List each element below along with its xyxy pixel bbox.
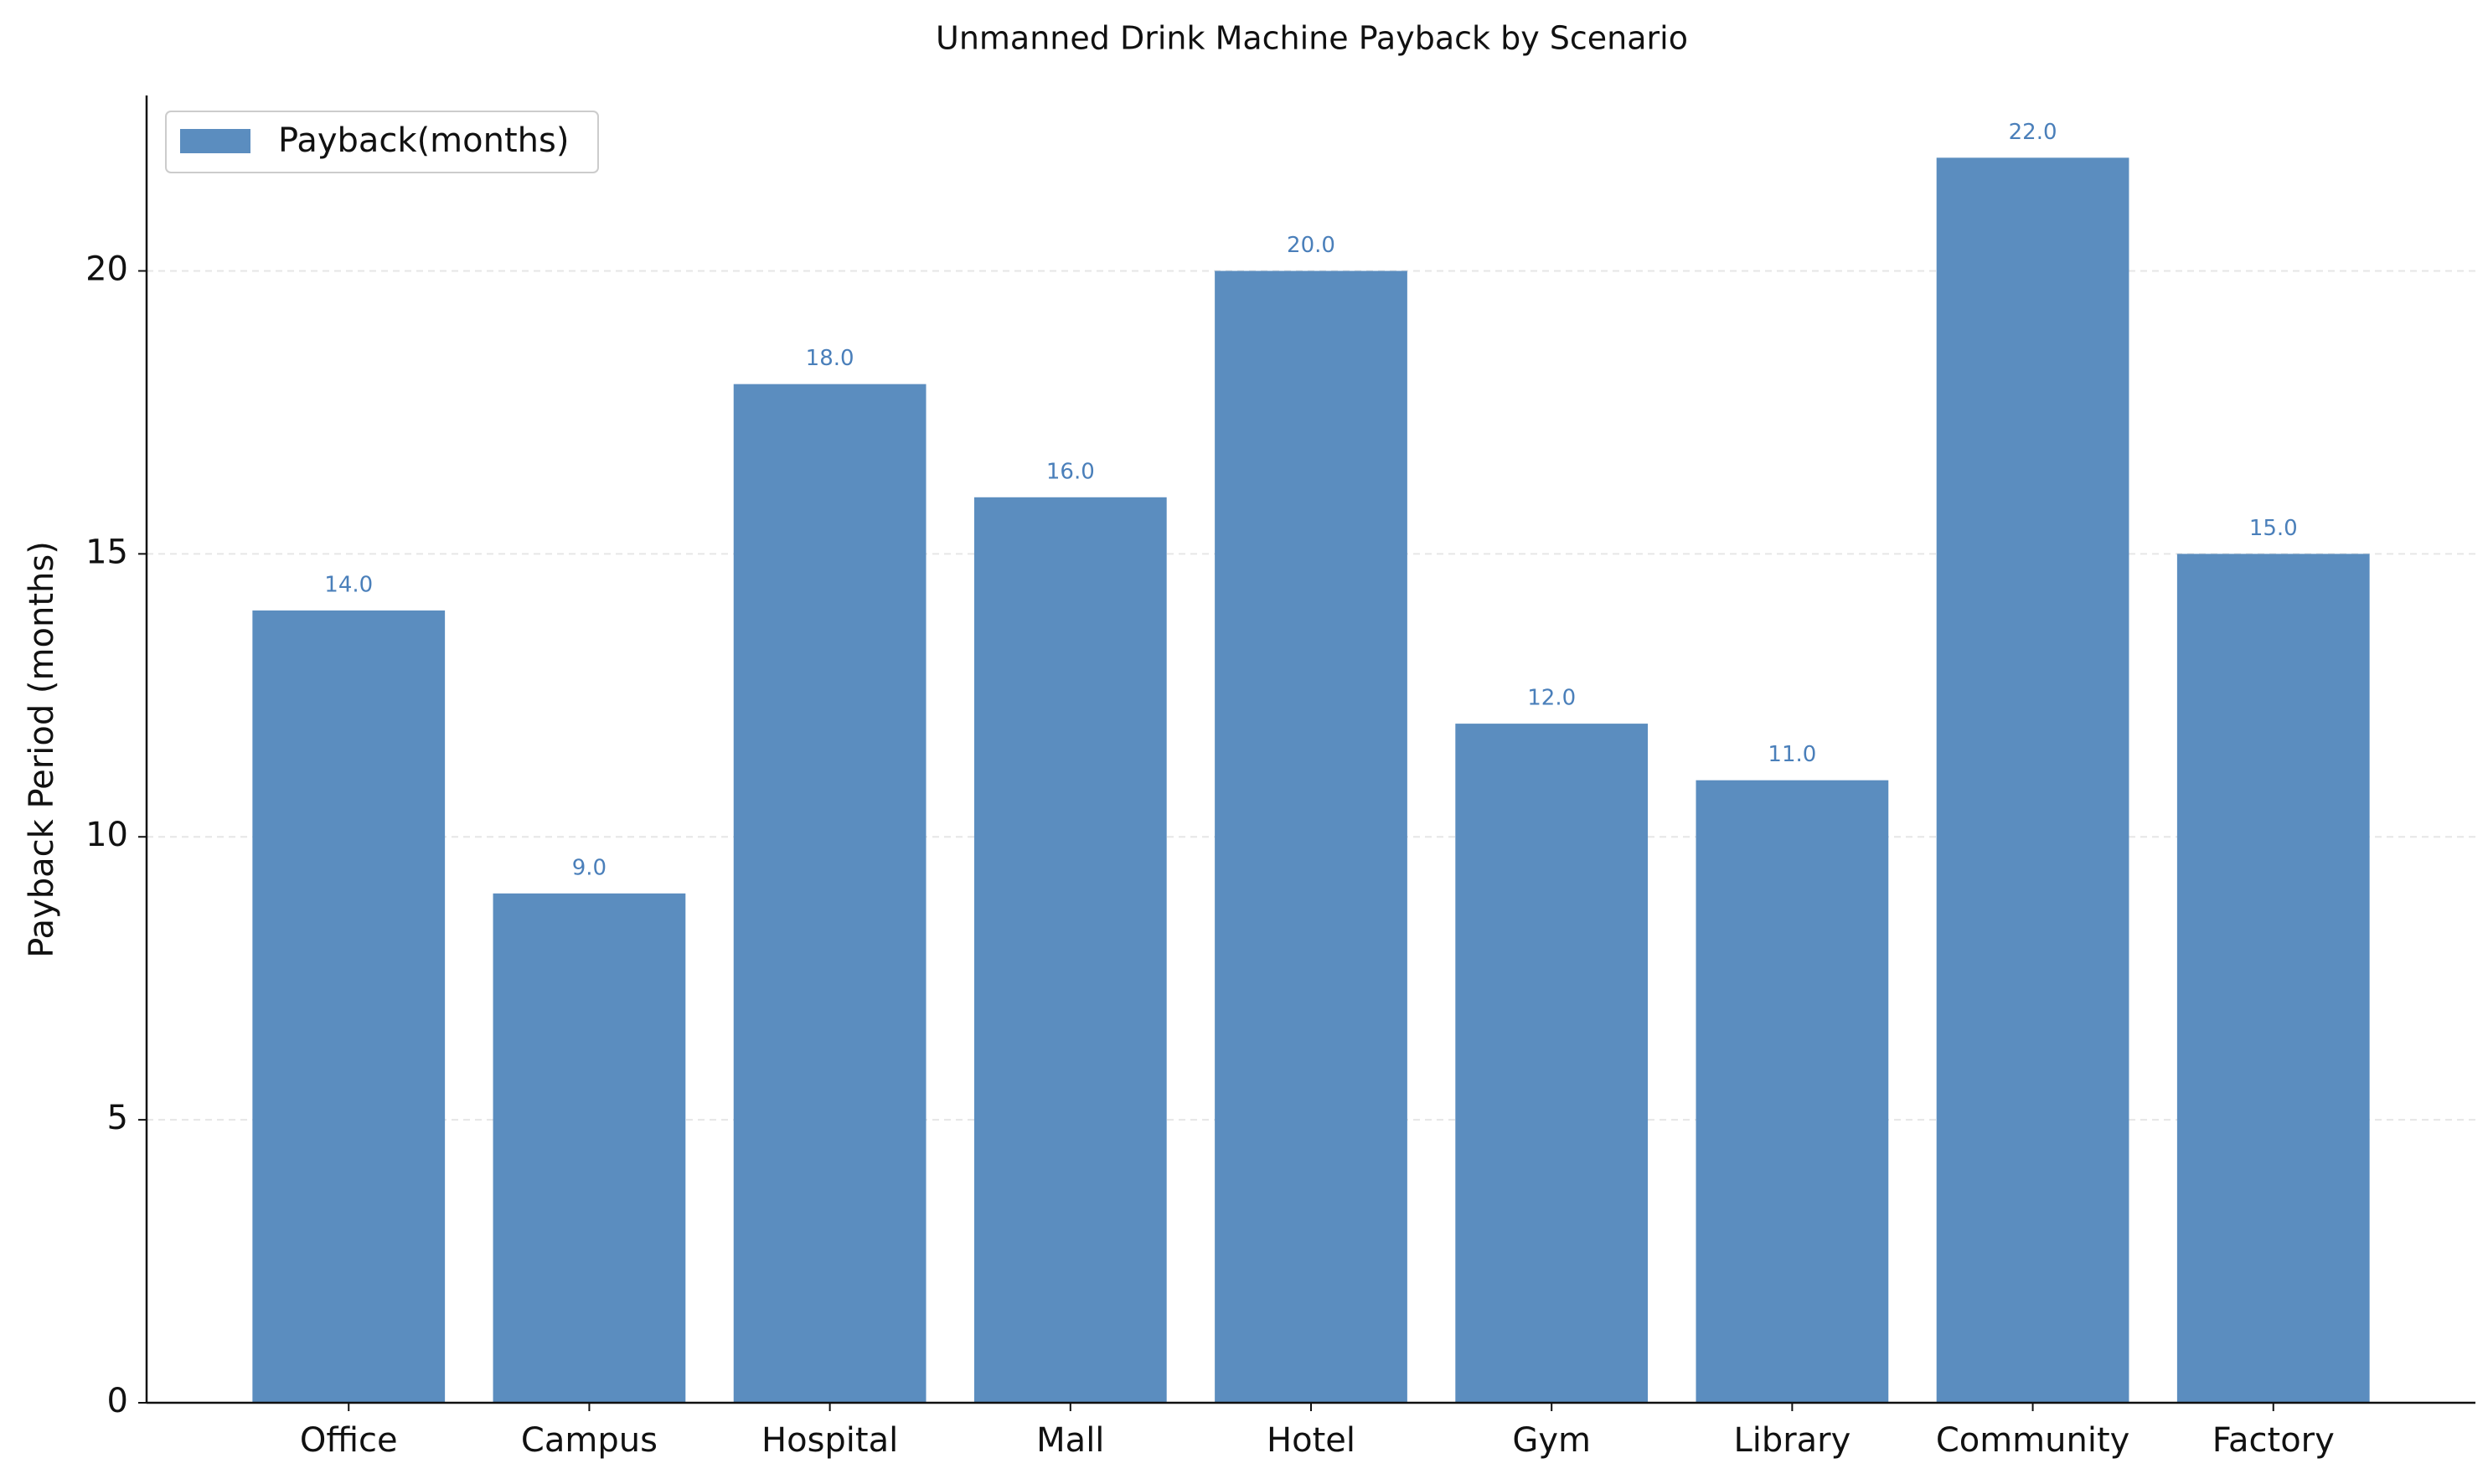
- x-tick-label: Community: [1936, 1421, 2130, 1460]
- y-tick-label: 15: [85, 533, 128, 571]
- value-label: 12.0: [1527, 686, 1576, 711]
- bar: [2176, 554, 2370, 1403]
- y-tick-label: 10: [85, 816, 128, 854]
- x-tick-label: Campus: [521, 1421, 658, 1460]
- x-tick-label: Library: [1733, 1421, 1851, 1460]
- x-tick-label: Hospital: [761, 1421, 898, 1460]
- value-label: 9.0: [572, 855, 607, 880]
- x-tick-label: Office: [300, 1421, 398, 1460]
- bar: [252, 610, 446, 1403]
- bar: [973, 497, 1167, 1404]
- bar: [1696, 780, 1889, 1403]
- y-tick-label: 5: [107, 1099, 128, 1137]
- bar: [1455, 724, 1649, 1403]
- legend-swatch: [180, 129, 250, 153]
- value-label: 14.0: [324, 572, 373, 597]
- legend-box: [165, 111, 599, 173]
- value-label: 15.0: [2249, 516, 2298, 541]
- y-tick-label: 0: [107, 1382, 128, 1420]
- x-tick-label: Factory: [2212, 1421, 2335, 1460]
- value-label: 22.0: [2009, 120, 2057, 145]
- x-tick-label: Mall: [1036, 1421, 1104, 1460]
- chart-title: Unmanned Drink Machine Payback by Scenar…: [936, 20, 1688, 57]
- bar: [1936, 157, 2129, 1403]
- legend-label: Payback(months): [278, 121, 569, 160]
- x-tick-label: Gym: [1512, 1421, 1591, 1460]
- bar: [733, 384, 927, 1403]
- bar: [1215, 271, 1407, 1403]
- value-label: 16.0: [1046, 459, 1095, 484]
- value-label: 20.0: [1287, 233, 1335, 258]
- bar: [493, 893, 686, 1403]
- x-tick-label: Hotel: [1267, 1421, 1355, 1460]
- value-label: 18.0: [806, 346, 854, 371]
- y-tick-label: 20: [85, 250, 128, 288]
- value-label: 11.0: [1768, 742, 1816, 767]
- y-axis-label: Payback Period (months): [23, 541, 61, 958]
